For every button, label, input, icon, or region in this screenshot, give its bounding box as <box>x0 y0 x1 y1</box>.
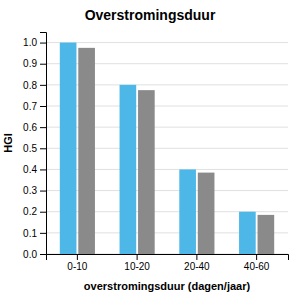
y-tick: 0.5 <box>23 143 46 154</box>
x-tick-mark <box>256 254 257 260</box>
y-tick-mark <box>40 254 46 255</box>
bar <box>258 215 275 254</box>
y-tick-mark <box>40 169 46 170</box>
chart-svg: 0.0 0.1 0.2 0.3 0.4 0.5 0.6 0.7 0.8 0.9 1.0 0-10 10-… <box>0 0 300 300</box>
y-tick-label: 0.5 <box>23 143 37 154</box>
x-tick: 40-60 <box>244 254 270 272</box>
x-axis-title: overstromingsduur (dagen/jaar) <box>84 280 251 292</box>
y-tick-mark <box>40 212 46 213</box>
y-tick-label: 0.1 <box>23 228 37 239</box>
x-tick-label: 10-20 <box>124 261 150 272</box>
y-axis: 0.0 0.1 0.2 0.3 0.4 0.5 0.6 0.7 0.8 0.9 1.0 <box>23 33 46 260</box>
y-tick-label: 0.3 <box>23 185 37 196</box>
y-tick-mark <box>40 85 46 86</box>
y-tick: 1.0 <box>23 37 46 48</box>
y-tick-mark <box>40 148 46 149</box>
y-tick-label: 1.0 <box>23 37 37 48</box>
bar <box>60 43 77 254</box>
bar <box>239 212 256 254</box>
chart-container: 0.0 0.1 0.2 0.3 0.4 0.5 0.6 0.7 0.8 0.9 1.0 0-10 10-… <box>0 0 300 300</box>
x-tick-mark <box>77 254 78 260</box>
x-tick: 0-10 <box>67 254 87 272</box>
series <box>78 48 274 254</box>
y-tick-label: 0.0 <box>23 249 37 260</box>
x-tick: 10-20 <box>124 254 150 272</box>
y-tick-label: 0.6 <box>23 122 37 133</box>
x-axis: 0-10 10-20 20-40 40-60 <box>47 254 289 272</box>
bar <box>198 173 215 254</box>
y-tick: 0.6 <box>23 122 46 133</box>
grid-line <box>46 42 288 43</box>
y-axis-line <box>40 33 47 255</box>
bars <box>60 43 274 254</box>
y-tick-mark <box>40 43 46 44</box>
y-tick-mark <box>40 106 46 107</box>
x-axis-line <box>47 255 289 261</box>
y-tick-mark <box>40 64 46 65</box>
y-tick-label: 0.8 <box>23 80 37 91</box>
grid <box>46 43 288 254</box>
y-tick: 0.0 <box>23 249 46 260</box>
y-tick-mark <box>40 127 46 128</box>
y-tick-label: 0.2 <box>23 206 37 217</box>
title: Overstromingsduur <box>85 7 216 23</box>
x-tick-mark <box>196 254 197 260</box>
y-tick-mark <box>40 233 46 234</box>
y-tick: 0.8 <box>23 80 46 91</box>
bar <box>179 169 196 254</box>
x-tick: 20-40 <box>184 254 210 272</box>
y-tick-label: 0.4 <box>23 164 37 175</box>
x-tick-label: 20-40 <box>184 261 210 272</box>
x-tick-label: 40-60 <box>244 261 270 272</box>
y-tick: 0.2 <box>23 206 46 217</box>
y-tick-label: 0.9 <box>23 58 37 69</box>
bar <box>120 85 137 254</box>
x-tick-label: 0-10 <box>67 261 87 272</box>
y-axis-title: HGI <box>2 133 14 153</box>
x-tick-mark <box>137 254 138 260</box>
y-tick: 0.7 <box>23 101 46 112</box>
series <box>60 43 256 254</box>
bar <box>138 90 155 254</box>
plot-area: 0.0 0.1 0.2 0.3 0.4 0.5 0.6 0.7 0.8 0.9 1.0 0-10 10-… <box>23 33 288 273</box>
bar <box>78 48 95 254</box>
y-tick-label: 0.7 <box>23 101 37 112</box>
y-tick: 0.4 <box>23 164 46 175</box>
y-tick: 0.3 <box>23 185 46 196</box>
y-tick: 0.9 <box>23 58 46 69</box>
y-tick-mark <box>40 191 46 192</box>
y-tick: 0.1 <box>23 228 46 239</box>
